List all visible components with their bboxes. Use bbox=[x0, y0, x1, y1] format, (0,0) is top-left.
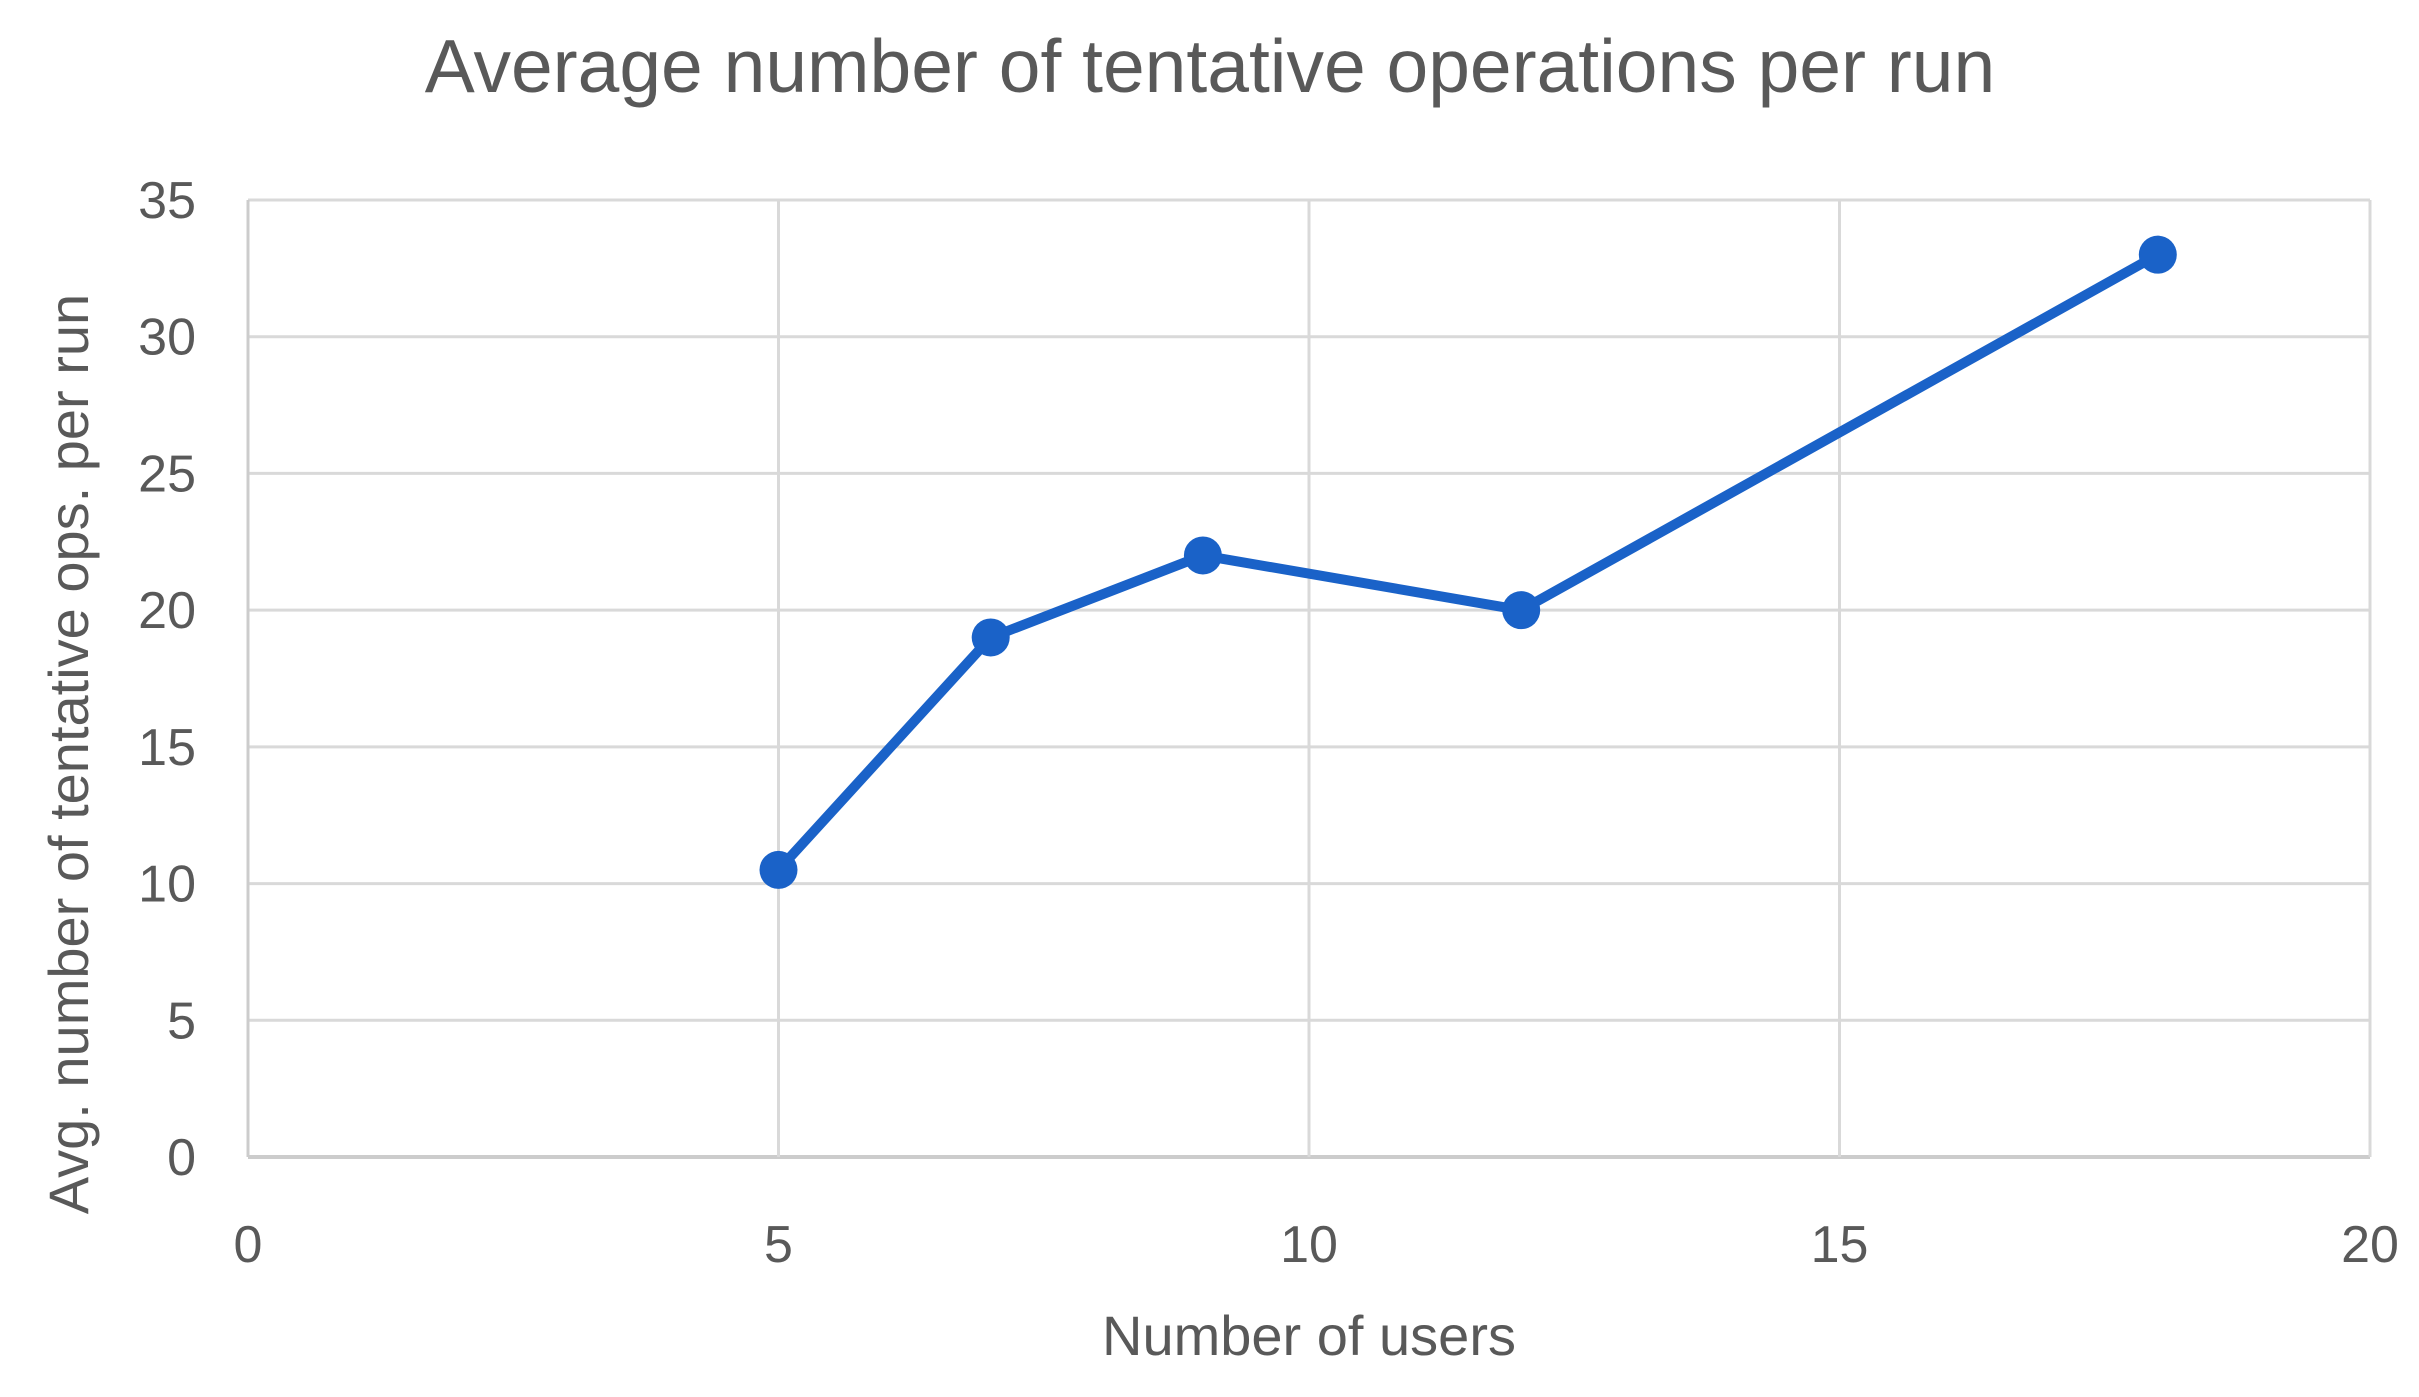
data-series bbox=[759, 235, 2177, 889]
x-tick-label: 20 bbox=[2341, 1216, 2399, 1274]
y-tick-label: 30 bbox=[138, 309, 196, 367]
x-tick-label: 5 bbox=[764, 1216, 793, 1274]
y-tick-label: 5 bbox=[167, 992, 196, 1050]
y-axis-tick-labels: 0 5 10 15 20 25 30 35 bbox=[138, 172, 196, 1187]
x-axis-tick-labels: 0 5 10 15 20 bbox=[234, 1216, 2399, 1274]
gridlines bbox=[246, 198, 2372, 1159]
y-tick-label: 0 bbox=[167, 1129, 196, 1187]
y-tick-label: 10 bbox=[138, 856, 196, 914]
data-point-marker bbox=[759, 850, 798, 889]
chart-title: Average number of tentative operations p… bbox=[425, 24, 1995, 108]
series-line bbox=[773, 249, 2163, 875]
y-axis-title: Avg. number of tentative ops. per run bbox=[37, 294, 100, 1214]
x-tick-label: 15 bbox=[1811, 1216, 1869, 1274]
y-tick-label: 25 bbox=[138, 445, 196, 503]
y-tick-label: 35 bbox=[138, 172, 196, 230]
data-point-marker bbox=[971, 618, 1010, 657]
y-tick-label: 15 bbox=[138, 719, 196, 777]
data-point-marker bbox=[1502, 591, 1541, 630]
y-tick-label: 20 bbox=[138, 582, 196, 640]
data-point-marker bbox=[2138, 235, 2177, 274]
x-tick-label: 0 bbox=[234, 1216, 263, 1274]
data-point-marker bbox=[1183, 536, 1222, 575]
x-axis-title: Number of users bbox=[1102, 1304, 1516, 1367]
x-tick-label: 10 bbox=[1280, 1216, 1338, 1274]
